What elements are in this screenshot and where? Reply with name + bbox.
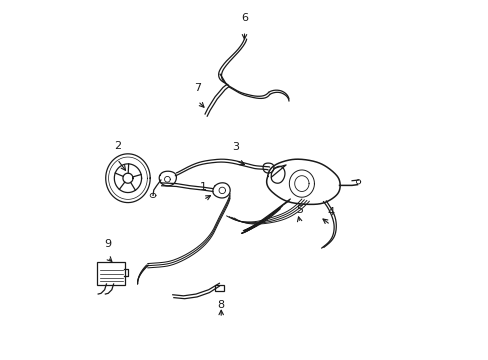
- Text: 1: 1: [200, 182, 206, 192]
- Text: 9: 9: [104, 239, 111, 249]
- Text: 3: 3: [232, 143, 239, 152]
- Text: 2: 2: [113, 141, 121, 151]
- Text: 4: 4: [326, 207, 333, 217]
- Text: 5: 5: [296, 205, 303, 215]
- Text: 8: 8: [217, 300, 224, 310]
- FancyBboxPatch shape: [97, 262, 124, 285]
- Text: 7: 7: [194, 83, 201, 93]
- Bar: [215, 285, 223, 291]
- Text: 6: 6: [241, 13, 247, 23]
